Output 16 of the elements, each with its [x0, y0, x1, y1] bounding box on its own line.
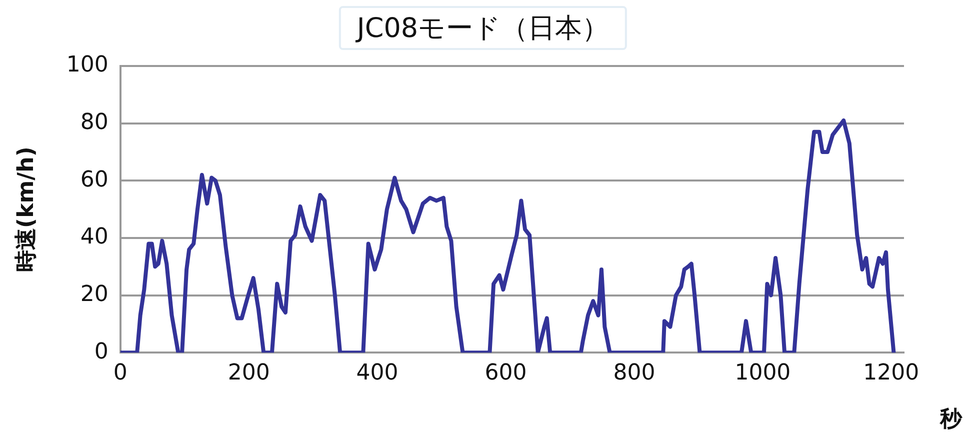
y-tick-label: 80	[80, 110, 108, 136]
y-tick-label: 20	[80, 282, 108, 307]
x-axis-title: 秒	[940, 406, 962, 434]
y-tick-label: 0	[94, 339, 108, 364]
y-tick-label: 100	[66, 52, 108, 78]
y-tick-label: 40	[80, 224, 108, 250]
x-tick-label: 1000	[734, 360, 791, 386]
y-tick-label: 60	[80, 167, 108, 192]
x-tick-label: 1200	[863, 360, 920, 386]
x-tick-label: 600	[484, 360, 527, 386]
x-tick-label: 200	[228, 360, 270, 386]
chart-title: JC08モード（日本）	[338, 6, 628, 50]
x-tick-label: 800	[613, 360, 656, 386]
y-axis-title: 時速(km/h)	[14, 146, 39, 272]
x-tick-label: 400	[356, 360, 398, 386]
x-tick-label: 0	[113, 360, 128, 386]
